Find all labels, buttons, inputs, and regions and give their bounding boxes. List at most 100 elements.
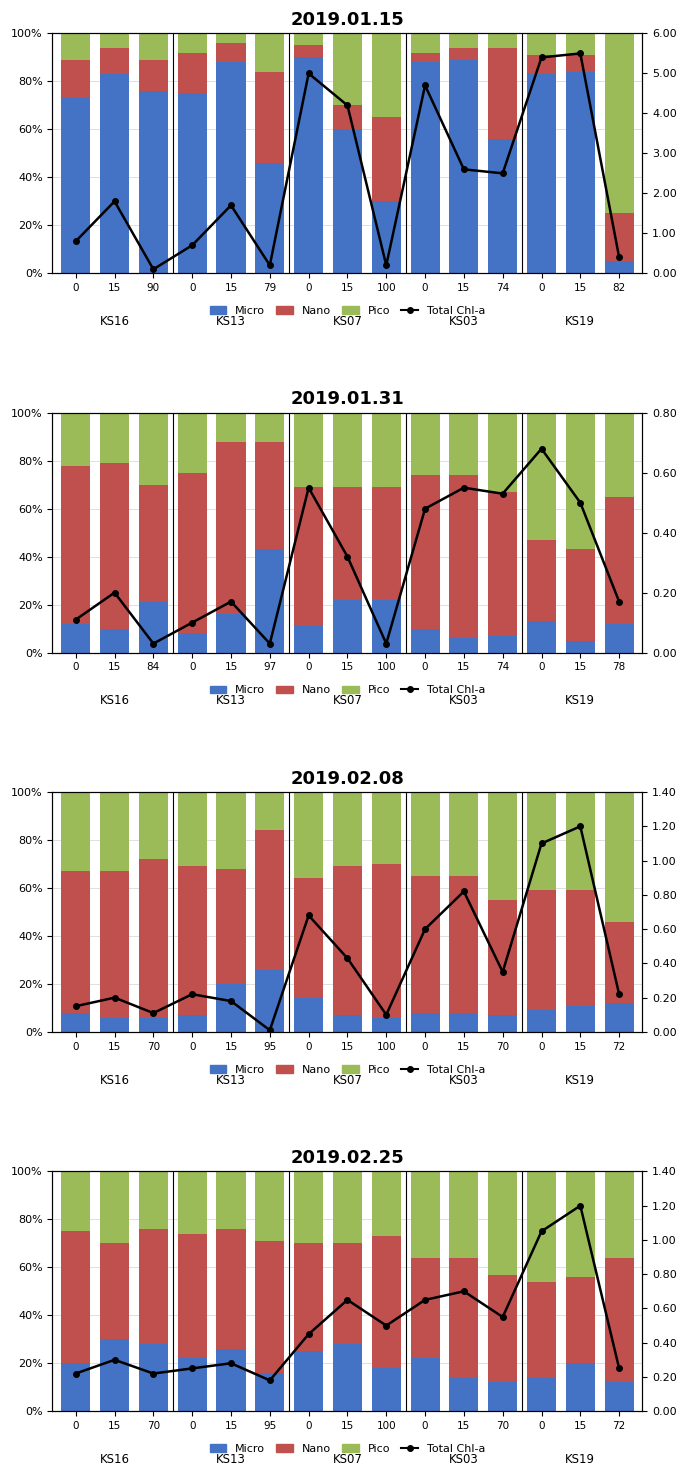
Bar <box>139 1171 168 1229</box>
Bar <box>411 792 440 876</box>
Title: 2019.01.15: 2019.01.15 <box>290 12 405 30</box>
Title: 2019.02.25: 2019.02.25 <box>290 1149 405 1167</box>
Bar <box>139 860 168 1018</box>
Total Chl-a <box>576 1196 584 1214</box>
Text: KS19: KS19 <box>566 1074 595 1087</box>
Bar <box>139 603 168 653</box>
Bar <box>411 1258 440 1359</box>
Total Chl-a <box>499 963 507 981</box>
Total Chl-a <box>499 164 507 182</box>
Bar <box>294 1244 323 1351</box>
Bar <box>217 62 246 273</box>
Bar <box>411 476 440 629</box>
Bar <box>449 34 478 47</box>
Bar <box>566 412 595 549</box>
Total Chl-a <box>266 1372 274 1390</box>
Bar <box>449 412 478 476</box>
Total Chl-a <box>188 614 196 632</box>
Bar <box>255 1171 284 1241</box>
Bar <box>605 1171 634 1258</box>
Total Chl-a <box>460 1282 468 1300</box>
Bar <box>255 1241 284 1372</box>
Bar <box>449 1258 478 1378</box>
Bar <box>333 487 362 600</box>
Total Chl-a <box>343 1291 352 1309</box>
Bar <box>411 34 440 53</box>
Bar <box>411 53 440 62</box>
Total Chl-a <box>305 479 313 496</box>
Bar <box>100 792 129 871</box>
Bar <box>411 1359 440 1411</box>
Bar <box>449 476 478 638</box>
Total Chl-a <box>227 592 235 610</box>
Bar <box>61 1171 90 1232</box>
Bar <box>527 1378 556 1411</box>
Bar <box>217 43 246 62</box>
Line: Total Chl-a: Total Chl-a <box>73 1202 622 1382</box>
Bar <box>61 1232 90 1363</box>
Text: KS16: KS16 <box>100 1453 129 1465</box>
Total Chl-a <box>343 548 352 566</box>
Bar <box>605 1258 634 1382</box>
Bar <box>372 600 401 653</box>
Bar <box>61 412 90 465</box>
Bar <box>178 1171 206 1233</box>
Total Chl-a <box>266 635 274 653</box>
Bar <box>178 867 206 1015</box>
Total Chl-a <box>149 635 158 653</box>
Bar <box>178 93 206 273</box>
Bar <box>61 792 90 871</box>
Total Chl-a <box>499 1309 507 1326</box>
Text: KS03: KS03 <box>449 1453 479 1465</box>
Total Chl-a <box>266 257 274 275</box>
Bar <box>255 162 284 273</box>
Bar <box>294 998 323 1032</box>
Bar <box>178 34 206 53</box>
Bar <box>333 1344 362 1411</box>
Bar <box>217 442 246 614</box>
Bar <box>217 34 246 43</box>
Bar <box>372 34 401 117</box>
Legend: Micro, Nano, Pico, Total Chl-a: Micro, Nano, Pico, Total Chl-a <box>205 681 490 700</box>
Total Chl-a <box>188 236 196 254</box>
Bar <box>488 899 517 1015</box>
Total Chl-a <box>72 232 80 250</box>
Total Chl-a <box>188 1359 196 1377</box>
Bar <box>372 1236 401 1368</box>
Bar <box>178 53 206 93</box>
Bar <box>139 484 168 603</box>
Bar <box>566 891 595 1006</box>
Bar <box>294 879 323 998</box>
Bar <box>605 1382 634 1411</box>
Text: KS13: KS13 <box>216 315 246 328</box>
Bar <box>605 261 634 273</box>
Bar <box>488 492 517 635</box>
Bar <box>566 1006 595 1032</box>
Bar <box>449 876 478 1013</box>
Bar <box>372 412 401 487</box>
Total Chl-a <box>111 192 119 210</box>
Total Chl-a <box>382 635 390 653</box>
Bar <box>527 74 556 273</box>
Bar <box>217 412 246 442</box>
Title: 2019.02.08: 2019.02.08 <box>290 770 405 787</box>
Total Chl-a <box>460 479 468 496</box>
Total Chl-a <box>576 493 584 511</box>
Total Chl-a <box>305 1325 313 1343</box>
Bar <box>449 1171 478 1258</box>
Bar <box>100 464 129 629</box>
Bar <box>100 1018 129 1032</box>
Line: Total Chl-a: Total Chl-a <box>73 50 622 272</box>
Bar <box>566 641 595 653</box>
Total Chl-a <box>537 835 546 852</box>
Bar <box>488 34 517 47</box>
Text: KS03: KS03 <box>449 1074 479 1087</box>
Total Chl-a <box>149 1004 158 1022</box>
Bar <box>61 465 90 623</box>
Bar <box>411 1171 440 1258</box>
Total Chl-a <box>227 196 235 214</box>
Bar <box>178 1359 206 1411</box>
Total Chl-a <box>382 1316 390 1334</box>
Bar <box>488 47 517 139</box>
Bar <box>178 473 206 634</box>
